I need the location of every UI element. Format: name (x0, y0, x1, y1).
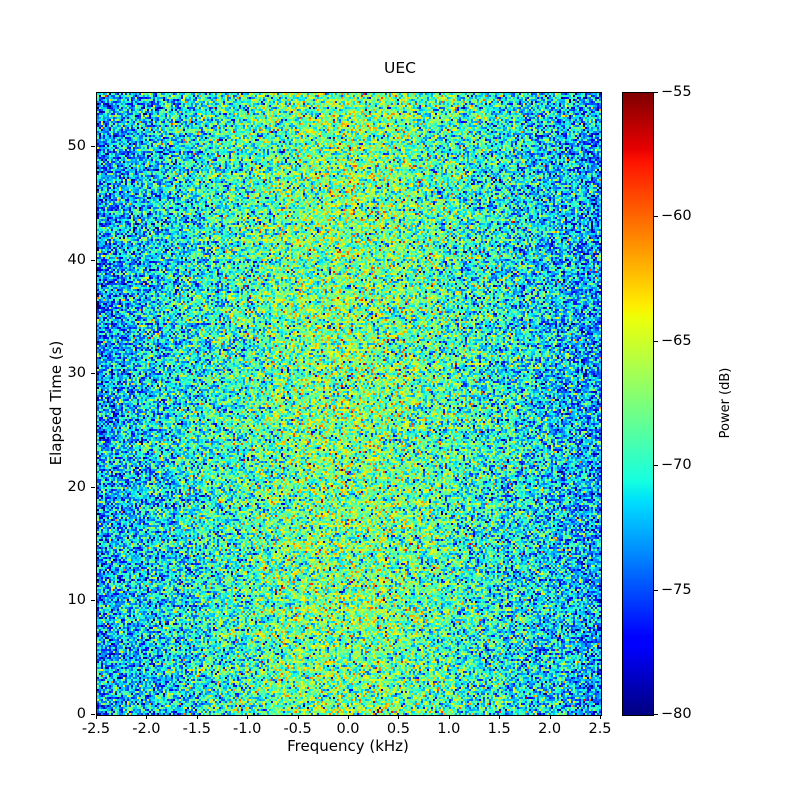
x-axis-tick-label: 0.0 (336, 721, 360, 737)
x-axis-tick (196, 715, 198, 719)
colorbar-label: Power (dB) (718, 367, 733, 439)
x-axis-tick-label: -1.0 (233, 721, 262, 737)
y-axis-tick (91, 486, 95, 488)
x-axis-tick-label: 1.0 (437, 721, 461, 737)
x-axis-tick (96, 715, 97, 719)
x-axis-tick (549, 715, 551, 719)
colorbar-tick-label: −60 (661, 208, 692, 225)
colorbar-tick (654, 589, 658, 591)
colorbar (622, 92, 654, 716)
colorbar-tick (654, 714, 658, 715)
x-axis-tick (297, 715, 299, 719)
x-axis-tick (448, 715, 450, 719)
y-axis-label: Elapsed Time (s) (47, 340, 65, 466)
y-axis-tick-label: 20 (67, 478, 86, 495)
x-axis-tick-label: 0.5 (386, 721, 410, 737)
x-axis-tick-label: 1.5 (487, 721, 511, 737)
x-axis-tick-label: -0.5 (283, 721, 312, 737)
x-axis-tick (247, 715, 249, 719)
y-axis-tick (91, 146, 95, 148)
colorbar-tick-label: −75 (661, 581, 692, 598)
title-station: UEC (384, 58, 416, 77)
x-axis-tick-label: 2.0 (538, 721, 562, 737)
colorbar-tick (654, 465, 658, 467)
y-axis-tick (91, 373, 95, 375)
y-axis-tick-label: 0 (76, 706, 86, 722)
y-axis-tick-label: 40 (67, 251, 86, 268)
colorbar-tick (654, 216, 658, 218)
y-axis-tick (91, 600, 95, 602)
y-axis-tick-label: 50 (67, 138, 86, 155)
colorbar-tick-label: −80 (661, 706, 692, 722)
x-axis-tick (499, 715, 501, 719)
colorbar-tick (654, 340, 658, 342)
y-axis-tick-label: 10 (67, 592, 86, 609)
x-axis-label: Frequency (kHz) (287, 737, 409, 755)
y-axis-tick (91, 714, 95, 715)
waterfall-heatmap-canvas (97, 93, 601, 715)
y-axis-tick-label: 30 (67, 365, 86, 382)
x-axis-tick-label: 2.5 (588, 721, 612, 737)
colorbar-tick (654, 92, 658, 93)
spectrogram-plot-area (96, 92, 602, 716)
x-axis-tick (348, 715, 349, 719)
x-axis-tick (600, 715, 601, 719)
colorbar-gradient-canvas (623, 93, 653, 715)
colorbar-tick-label: −70 (661, 457, 692, 474)
x-axis-tick-label: -2.5 (81, 721, 111, 737)
colorbar-tick-label: −65 (661, 332, 692, 349)
y-axis-tick (91, 259, 95, 261)
x-axis-tick (398, 715, 400, 719)
x-axis-tick (146, 715, 148, 719)
x-axis-tick-label: -1.5 (182, 721, 211, 737)
colorbar-tick-label: −55 (661, 84, 692, 100)
x-axis-tick-label: -2.0 (132, 721, 161, 737)
